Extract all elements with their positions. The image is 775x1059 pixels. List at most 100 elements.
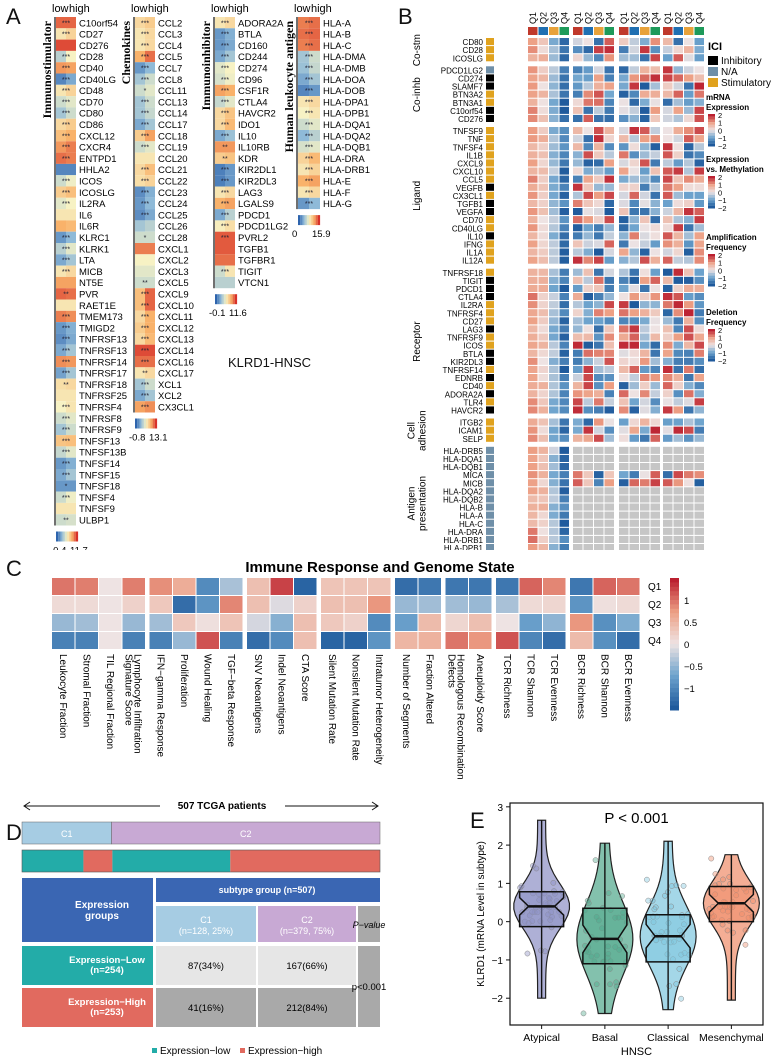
- heat-cell: [684, 143, 694, 151]
- significance-mark: ***: [62, 99, 70, 106]
- heat-cell: [694, 503, 704, 511]
- heat-cell: [684, 434, 694, 442]
- heat-cell: [673, 527, 683, 535]
- heat-cell: [650, 106, 660, 114]
- heat-cell: [559, 127, 569, 135]
- heat-cell: [559, 284, 569, 292]
- heat-cell: [173, 596, 196, 613]
- colorbar-segment: [298, 215, 301, 226]
- column-label-line: Indel Neoantigens: [275, 654, 286, 735]
- gene-label: HLA-DQB2: [443, 496, 484, 505]
- heat-cell: [673, 390, 683, 398]
- gene-label: IL1A: [467, 249, 484, 258]
- heat-cell-high: [145, 209, 155, 221]
- heat-cell-high: [225, 243, 235, 255]
- heat-cell: [650, 357, 660, 365]
- heat-cell: [549, 256, 559, 264]
- colorbar-segment: [670, 630, 679, 636]
- heat-cell: [173, 578, 196, 595]
- gene-label: TNFRSF13: [79, 346, 127, 357]
- heat-cell: [663, 256, 673, 264]
- heat-cell: [663, 390, 673, 398]
- heat-cell: [594, 284, 604, 292]
- ici-indicator: [486, 519, 494, 527]
- heat-cell: [684, 463, 694, 471]
- significance-mark: ***: [141, 348, 149, 355]
- heat-cell: [594, 240, 604, 248]
- gene-label: HLA-C: [459, 520, 483, 529]
- heat-cell: [321, 614, 344, 631]
- scale-segment: [708, 114, 715, 117]
- heat-cell: [604, 454, 614, 462]
- heat-cell: [619, 487, 629, 495]
- colorbar-segment: [146, 418, 149, 429]
- heat-cell: [559, 544, 569, 550]
- heat-cell-high: [145, 62, 155, 74]
- gene-label: ADORA2A: [445, 390, 484, 399]
- legend-swatch: [152, 1048, 157, 1053]
- gene-label: HLA-DPB1: [444, 544, 484, 550]
- column-label-line: Nonsilent Mutation Rate: [349, 654, 360, 761]
- colorbar-segment: [75, 531, 79, 542]
- heat-cell: [619, 357, 629, 365]
- gene-label: TGFBR1: [238, 256, 275, 267]
- heat-cell-high: [309, 17, 320, 29]
- heat-cell: [559, 349, 569, 357]
- heat-cell: [663, 471, 673, 479]
- heat-cell: [640, 487, 650, 495]
- heat-cell: [619, 471, 629, 479]
- heat-cell-low: [298, 152, 309, 164]
- heat-cell: [122, 578, 145, 595]
- heat-cell: [528, 544, 538, 550]
- heat-cell: [559, 454, 569, 462]
- quartile-label: Q4: [695, 12, 705, 24]
- gene-label: TNFSF14: [79, 459, 120, 470]
- heat-cell: [673, 293, 683, 301]
- heat-cell: [673, 199, 683, 207]
- heat-cell: [549, 535, 559, 543]
- heat-cell: [573, 426, 583, 434]
- heat-cell: [549, 224, 559, 232]
- heat-cell: [594, 208, 604, 216]
- heat-cell: [445, 614, 468, 631]
- heat-cell: [604, 333, 614, 341]
- heat-cell: [673, 66, 683, 74]
- category-label-line: Ligand: [412, 181, 423, 211]
- heat-cell: [619, 519, 629, 527]
- heat-cell: [619, 143, 629, 151]
- heat-cell: [604, 357, 614, 365]
- heat-cell: [694, 382, 704, 390]
- heat-cell-low: [56, 446, 66, 458]
- heat-cell: [619, 544, 629, 550]
- header-groups-cell: [22, 878, 153, 942]
- category-label-line: Antigen: [407, 487, 418, 521]
- scale-segment: [708, 337, 715, 340]
- significance-mark: ***: [62, 156, 70, 163]
- heat-cell: [640, 114, 650, 122]
- heat-cell: [559, 325, 569, 333]
- scale-segment: [708, 339, 715, 343]
- heat-cell: [583, 106, 593, 114]
- gene-label: ENTPD1: [79, 154, 116, 165]
- colorbar-segment: [670, 674, 679, 680]
- significance-mark: ***: [62, 438, 70, 445]
- gene-label: TIGIT: [238, 267, 262, 278]
- quartile-label: Q1: [573, 12, 583, 24]
- heat-cell: [640, 159, 650, 167]
- heat-cell: [573, 357, 583, 365]
- heat-cell-low: [135, 73, 145, 85]
- colorbar-segment: [62, 531, 65, 542]
- heat-cell-high: [66, 412, 76, 424]
- heat-cell: [321, 632, 344, 649]
- heat-cell-low: [215, 73, 225, 85]
- significance-mark: ***: [141, 66, 149, 73]
- heat-cell: [583, 349, 593, 357]
- gene-label: HLA-DRB1: [443, 536, 483, 545]
- heat-cell-low: [135, 39, 145, 51]
- heat-cell: [604, 151, 614, 159]
- heat-cell: [663, 224, 673, 232]
- scale-segment: [708, 189, 715, 193]
- heat-cell: [583, 240, 593, 248]
- heat-cell-high: [225, 50, 235, 63]
- heat-cell: [640, 293, 650, 301]
